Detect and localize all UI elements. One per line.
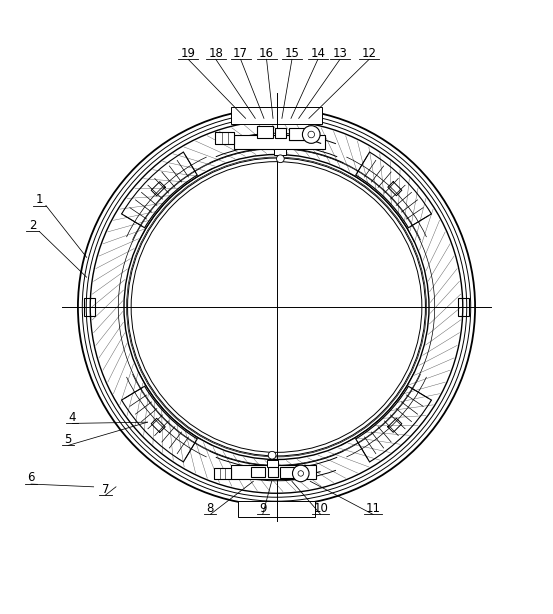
Text: 4: 4 xyxy=(69,411,76,424)
Text: 6: 6 xyxy=(27,472,35,484)
Bar xyxy=(280,467,296,478)
Text: 1: 1 xyxy=(35,193,43,206)
Text: 12: 12 xyxy=(362,47,377,60)
Text: 15: 15 xyxy=(284,47,299,60)
Circle shape xyxy=(268,451,276,459)
Circle shape xyxy=(302,126,320,143)
Circle shape xyxy=(276,155,284,163)
Text: 11: 11 xyxy=(366,502,380,515)
Bar xyxy=(214,468,231,480)
Circle shape xyxy=(293,465,309,482)
Bar xyxy=(274,149,286,155)
Bar xyxy=(275,128,286,138)
Text: 8: 8 xyxy=(207,502,214,515)
Text: 14: 14 xyxy=(310,47,325,60)
Bar xyxy=(289,128,306,140)
Text: 13: 13 xyxy=(332,47,347,60)
Text: 10: 10 xyxy=(313,502,328,515)
Bar xyxy=(458,298,469,316)
Bar xyxy=(231,465,316,479)
Text: 9: 9 xyxy=(259,502,267,515)
Text: 7: 7 xyxy=(102,483,109,495)
Bar xyxy=(84,298,95,316)
Bar xyxy=(257,126,273,138)
Text: 16: 16 xyxy=(259,47,274,60)
Bar xyxy=(251,467,265,477)
Text: 2: 2 xyxy=(29,219,36,232)
Bar xyxy=(238,500,315,517)
Text: 18: 18 xyxy=(208,47,223,60)
Bar xyxy=(268,467,278,477)
Text: 5: 5 xyxy=(64,433,72,446)
Bar xyxy=(234,135,325,149)
Text: 19: 19 xyxy=(181,47,196,60)
Bar xyxy=(231,107,322,124)
Bar xyxy=(267,460,278,467)
Bar xyxy=(215,132,234,144)
Text: 17: 17 xyxy=(233,47,248,60)
